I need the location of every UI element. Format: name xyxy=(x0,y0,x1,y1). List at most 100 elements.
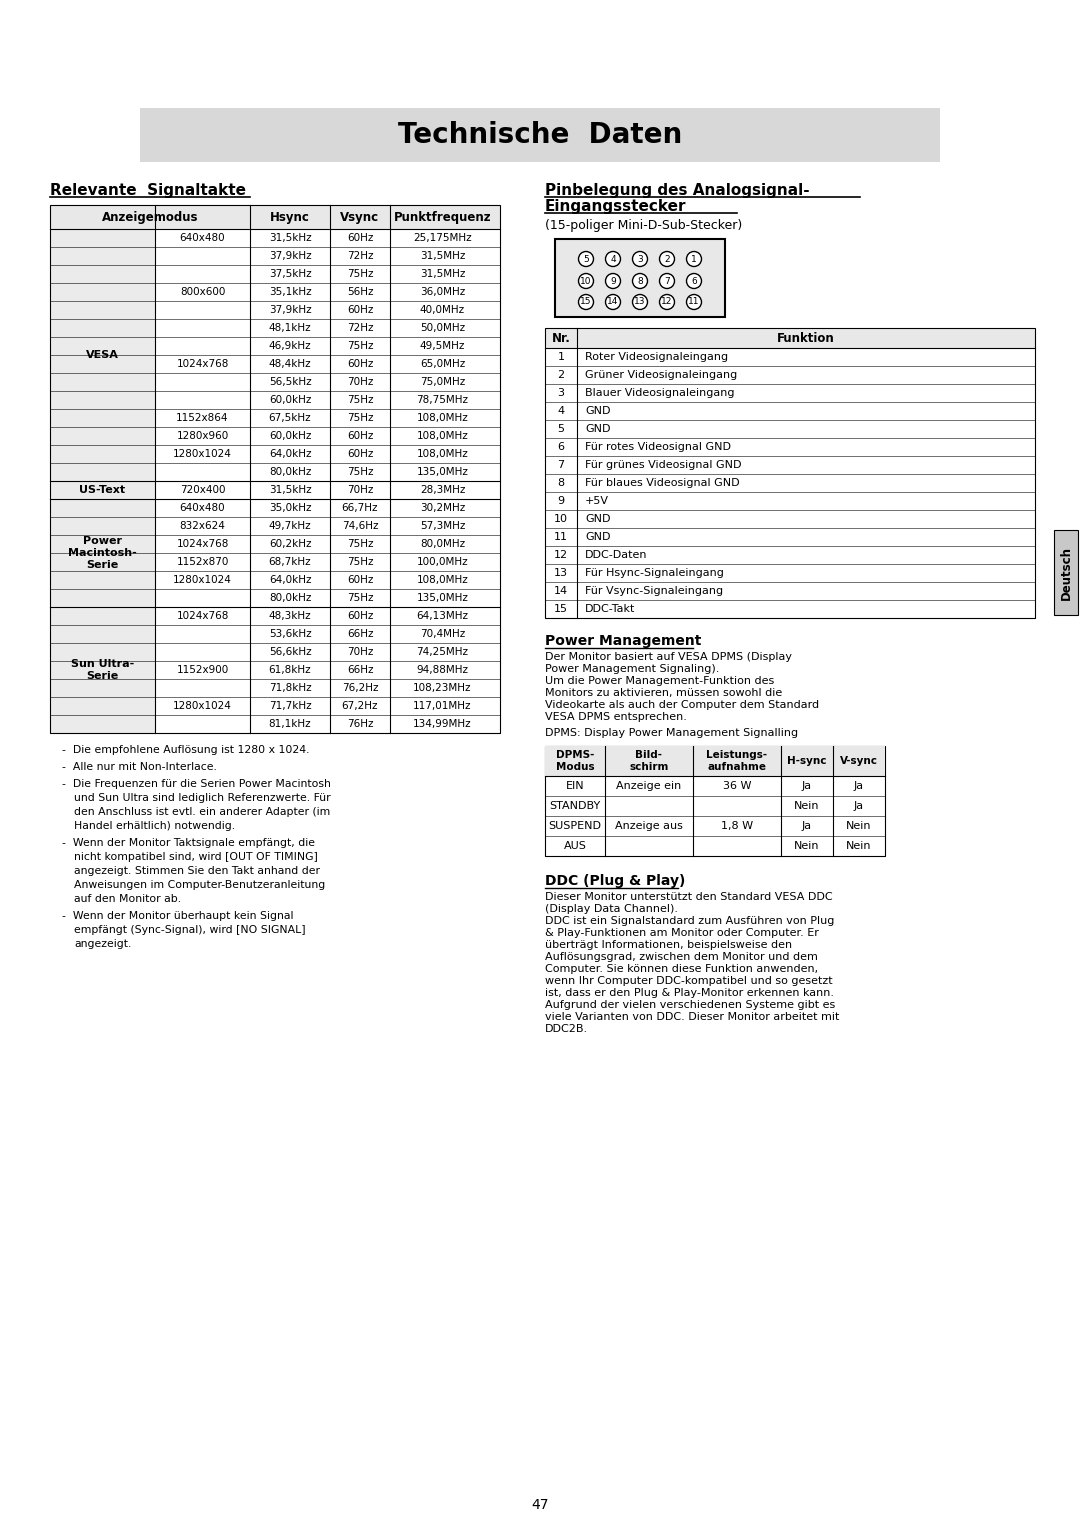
Text: 60Hz: 60Hz xyxy=(347,611,374,620)
Text: 70Hz: 70Hz xyxy=(347,377,374,387)
Text: 1280x1024: 1280x1024 xyxy=(173,575,232,585)
Text: Relevante  Signaltakte: Relevante Signaltakte xyxy=(50,183,246,199)
Text: 53,6kHz: 53,6kHz xyxy=(269,630,311,639)
Text: 72Hz: 72Hz xyxy=(347,251,374,261)
Text: 56Hz: 56Hz xyxy=(347,287,374,296)
Text: Für rotes Videosignal GND: Für rotes Videosignal GND xyxy=(585,442,731,452)
Text: 5: 5 xyxy=(583,255,589,263)
Text: -  Die Frequenzen für die Serien Power Macintosh: - Die Frequenzen für die Serien Power Ma… xyxy=(62,779,330,788)
Text: 74,6Hz: 74,6Hz xyxy=(341,521,378,532)
Text: 12: 12 xyxy=(661,298,673,307)
Text: GND: GND xyxy=(585,532,610,542)
Text: Handel erhältlich) notwendig.: Handel erhältlich) notwendig. xyxy=(75,821,235,831)
Text: 35,1kHz: 35,1kHz xyxy=(269,287,311,296)
Circle shape xyxy=(579,274,594,289)
Text: 9: 9 xyxy=(610,277,616,286)
Text: 60Hz: 60Hz xyxy=(347,431,374,442)
Text: 56,6kHz: 56,6kHz xyxy=(269,646,311,657)
Text: Leistungs-
aufnahme: Leistungs- aufnahme xyxy=(706,750,768,772)
Text: 80,0kHz: 80,0kHz xyxy=(269,468,311,477)
Text: (15-poliger Mini-D-Sub-Stecker): (15-poliger Mini-D-Sub-Stecker) xyxy=(545,219,742,232)
Text: & Play-Funktionen am Monitor oder Computer. Er: & Play-Funktionen am Monitor oder Comput… xyxy=(545,927,819,938)
Text: empfängt (Sync-Signal), wird [NO SIGNAL]: empfängt (Sync-Signal), wird [NO SIGNAL] xyxy=(75,924,306,935)
Text: EIN: EIN xyxy=(566,781,584,792)
Text: GND: GND xyxy=(585,423,610,434)
Text: 1,8 W: 1,8 W xyxy=(721,821,753,831)
Bar xyxy=(545,746,885,776)
Text: Nein: Nein xyxy=(794,801,820,811)
Text: 64,0kHz: 64,0kHz xyxy=(269,575,311,585)
Text: Aufgrund der vielen verschiedenen Systeme gibt es: Aufgrund der vielen verschiedenen System… xyxy=(545,999,835,1010)
Text: 76,2Hz: 76,2Hz xyxy=(341,683,378,694)
Text: 81,1kHz: 81,1kHz xyxy=(269,720,311,729)
Text: 60,0kHz: 60,0kHz xyxy=(269,431,311,442)
Text: 11: 11 xyxy=(688,298,700,307)
Bar xyxy=(50,500,156,607)
Text: 5: 5 xyxy=(557,423,565,434)
Text: 70Hz: 70Hz xyxy=(347,484,374,495)
Circle shape xyxy=(687,252,702,266)
Text: Nein: Nein xyxy=(794,840,820,851)
Text: Monitors zu aktivieren, müssen sowohl die: Monitors zu aktivieren, müssen sowohl di… xyxy=(545,688,782,698)
Text: DDC (Plug & Play): DDC (Plug & Play) xyxy=(545,874,686,888)
Text: 3: 3 xyxy=(557,388,565,397)
Text: 50,0MHz: 50,0MHz xyxy=(420,322,465,333)
Text: SUSPEND: SUSPEND xyxy=(549,821,602,831)
Text: DPMS-
Modus: DPMS- Modus xyxy=(556,750,594,772)
Circle shape xyxy=(687,295,702,310)
Text: VESA DPMS entsprechen.: VESA DPMS entsprechen. xyxy=(545,712,687,723)
Text: 60Hz: 60Hz xyxy=(347,232,374,243)
Bar xyxy=(50,205,500,733)
Text: 75Hz: 75Hz xyxy=(347,341,374,351)
Text: 66Hz: 66Hz xyxy=(347,630,374,639)
Text: 8: 8 xyxy=(637,277,643,286)
Text: 31,5kHz: 31,5kHz xyxy=(269,232,311,243)
Text: Dieser Monitor unterstützt den Standard VESA DDC: Dieser Monitor unterstützt den Standard … xyxy=(545,892,833,902)
Text: 49,5MHz: 49,5MHz xyxy=(420,341,465,351)
Text: 28,3MHz: 28,3MHz xyxy=(420,484,465,495)
Text: 46,9kHz: 46,9kHz xyxy=(269,341,311,351)
Text: Power Management Signaling).: Power Management Signaling). xyxy=(545,665,719,674)
Text: 1024x768: 1024x768 xyxy=(176,539,229,549)
Text: 75Hz: 75Hz xyxy=(347,413,374,423)
Text: 1280x1024: 1280x1024 xyxy=(173,701,232,711)
Text: 31,5MHz: 31,5MHz xyxy=(420,269,465,280)
Text: 108,23MHz: 108,23MHz xyxy=(414,683,472,694)
Text: 1280x960: 1280x960 xyxy=(176,431,229,442)
Text: 15: 15 xyxy=(554,604,568,614)
Circle shape xyxy=(606,274,621,289)
Text: 76Hz: 76Hz xyxy=(347,720,374,729)
Text: 70,4MHz: 70,4MHz xyxy=(420,630,465,639)
Text: 640x480: 640x480 xyxy=(179,232,226,243)
Text: 7: 7 xyxy=(557,460,565,471)
Text: -  Wenn der Monitor überhaupt kein Signal: - Wenn der Monitor überhaupt kein Signal xyxy=(62,911,294,921)
Text: 48,3kHz: 48,3kHz xyxy=(269,611,311,620)
Circle shape xyxy=(606,252,621,266)
Text: Ja: Ja xyxy=(802,781,812,792)
Circle shape xyxy=(660,252,675,266)
Text: 66,7Hz: 66,7Hz xyxy=(341,503,378,513)
Text: 2: 2 xyxy=(557,370,565,380)
Text: 6: 6 xyxy=(557,442,565,452)
Text: 74,25MHz: 74,25MHz xyxy=(417,646,469,657)
Text: 12: 12 xyxy=(554,550,568,559)
Text: Der Monitor basiert auf VESA DPMS (Display: Der Monitor basiert auf VESA DPMS (Displ… xyxy=(545,652,792,662)
Text: 57,3MHz: 57,3MHz xyxy=(420,521,465,532)
Circle shape xyxy=(579,295,594,310)
Text: 100,0MHz: 100,0MHz xyxy=(417,558,469,567)
Text: den Anschluss ist evtl. ein anderer Adapter (im: den Anschluss ist evtl. ein anderer Adap… xyxy=(75,807,330,817)
Text: 1024x768: 1024x768 xyxy=(176,611,229,620)
Text: STANDBY: STANDBY xyxy=(550,801,600,811)
Text: 37,5kHz: 37,5kHz xyxy=(269,269,311,280)
Text: 60Hz: 60Hz xyxy=(347,575,374,585)
Text: Deutsch: Deutsch xyxy=(1059,545,1072,599)
Text: GND: GND xyxy=(585,406,610,416)
Bar xyxy=(50,481,156,500)
Text: V-sync: V-sync xyxy=(840,756,878,766)
Text: Anzeigemodus: Anzeigemodus xyxy=(102,211,199,223)
Text: 72Hz: 72Hz xyxy=(347,322,374,333)
Text: Punktfrequenz: Punktfrequenz xyxy=(394,211,491,223)
Text: -  Wenn der Monitor Taktsignale empfängt, die: - Wenn der Monitor Taktsignale empfängt,… xyxy=(62,837,315,848)
Text: DDC-Daten: DDC-Daten xyxy=(585,550,648,559)
Text: viele Varianten von DDC. Dieser Monitor arbeitet mit: viele Varianten von DDC. Dieser Monitor … xyxy=(545,1012,839,1022)
